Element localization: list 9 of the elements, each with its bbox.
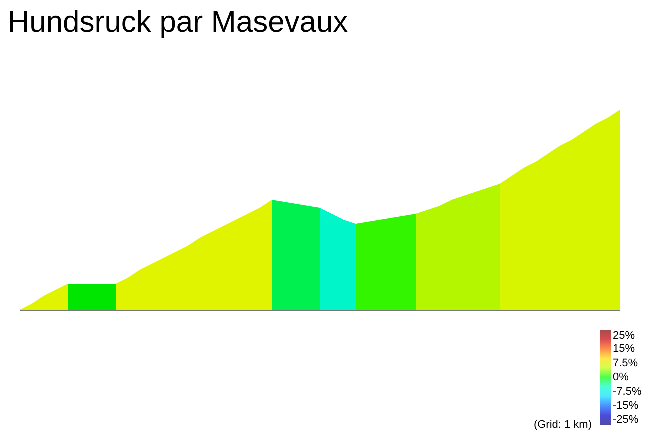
color-bar-label: 15% (613, 343, 636, 355)
color-bar-label: -7.5% (613, 386, 642, 398)
text: (Grid: 1 km) (534, 419, 592, 431)
color-bar-label: 0% (613, 372, 630, 384)
color-bar-label: -15% (613, 400, 639, 412)
color-bar-label: 25% (613, 330, 636, 342)
chart-title: Hundsruck par Masevaux (8, 6, 348, 39)
color-bar-label: -25% (613, 414, 639, 426)
color-bar-label: 7.5% (613, 357, 638, 370)
